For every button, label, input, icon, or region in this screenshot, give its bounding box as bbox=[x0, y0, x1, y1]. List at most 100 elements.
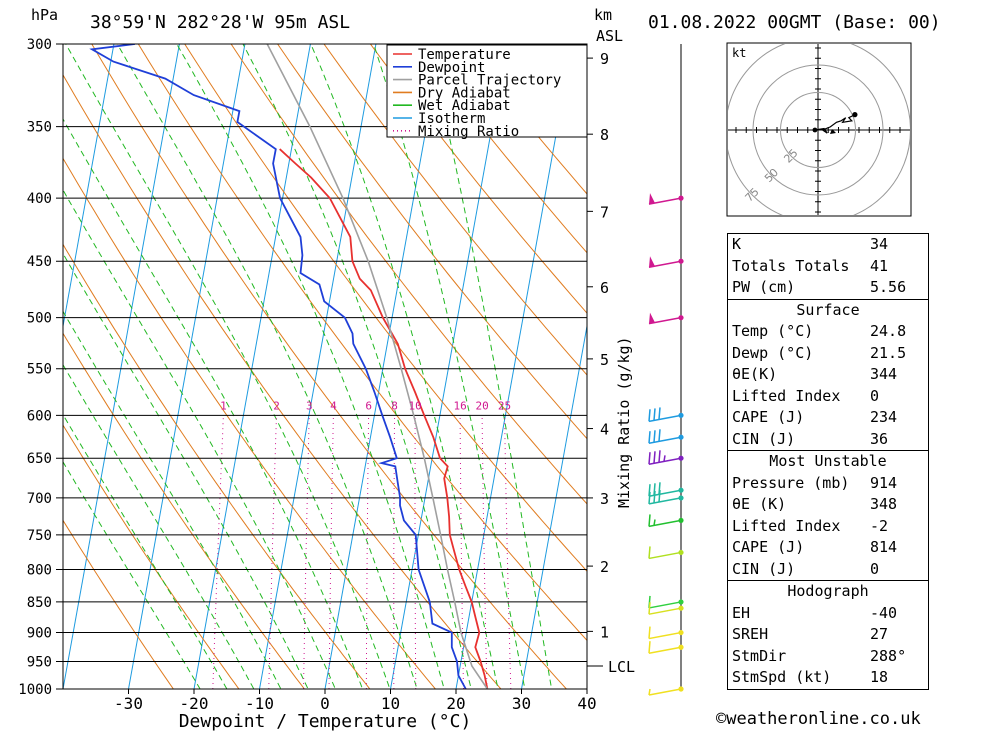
pressure-tick-label: 300 bbox=[27, 37, 52, 53]
x-tick-label: -20 bbox=[180, 694, 209, 713]
km-tick-label: 2 bbox=[600, 558, 609, 576]
hodograph-stat-row-value: 288° bbox=[870, 646, 907, 665]
pressure-tick-label: 600 bbox=[27, 408, 52, 424]
wind-barb-pennant bbox=[649, 193, 655, 205]
pressure-tick-label: 350 bbox=[27, 120, 52, 136]
mixing-ratio-label: 2 bbox=[273, 400, 280, 413]
pressure-tick-label: 400 bbox=[27, 191, 52, 207]
x-tick-label: 10 bbox=[381, 694, 400, 713]
pressure-tick-label: 1000 bbox=[18, 682, 52, 698]
wind-barb-pennant bbox=[649, 312, 655, 324]
wind-barb-half-feather bbox=[653, 519, 656, 526]
pressure-tick-label: 800 bbox=[27, 562, 52, 578]
wind-barb bbox=[648, 489, 684, 505]
hodograph-ring bbox=[752, 64, 884, 196]
isotherm-line bbox=[128, 44, 246, 689]
wind-barb-feather bbox=[648, 546, 651, 559]
wet-adiabat-line bbox=[427, 44, 553, 689]
surface-row: Lifted Index 0 bbox=[728, 386, 928, 408]
mixing-ratio-label: 25 bbox=[498, 400, 511, 413]
most-unstable-row-value: 348 bbox=[870, 495, 898, 513]
most-unstable-row-label: Pressure (mb) bbox=[732, 473, 850, 492]
wet-adiabat-line bbox=[373, 44, 526, 689]
temperature-profile-line bbox=[279, 148, 489, 689]
lcl-label: LCL bbox=[608, 658, 635, 676]
km-tick-label: 8 bbox=[600, 126, 609, 144]
surface-row-label: CAPE (J) bbox=[732, 408, 805, 426]
mixing-ratio-label: 10 bbox=[409, 400, 422, 413]
wind-barb-feather bbox=[658, 429, 661, 442]
dry-adiabat-line bbox=[323, 44, 587, 376]
wind-barb-half-feather bbox=[663, 455, 666, 462]
surface-row-label: CIN (J) bbox=[732, 429, 796, 448]
hodograph-stat-row-label: StmSpd (kt) bbox=[732, 668, 832, 686]
most-unstable-title: Most Unstable bbox=[769, 452, 887, 470]
wind-barb bbox=[648, 514, 684, 528]
km-tick-label: 7 bbox=[600, 203, 609, 221]
asl-unit-label: ASL bbox=[596, 27, 623, 45]
hodograph-ring bbox=[780, 92, 856, 168]
wet-adiabat-line bbox=[63, 363, 255, 689]
most-unstable-row-value: 0 bbox=[870, 559, 880, 578]
x-tick-label: 0 bbox=[320, 694, 330, 713]
wind-barb-feather bbox=[648, 641, 651, 654]
hodograph-stat-row: EH -40 bbox=[728, 603, 928, 625]
wet-adiabat-line bbox=[63, 310, 282, 689]
pressure-tick-label: 750 bbox=[27, 528, 52, 544]
mixing-ratio-line bbox=[504, 415, 512, 689]
mixing-ratio-line bbox=[393, 415, 396, 689]
km-tick-label: 6 bbox=[600, 279, 609, 297]
mixing-ratio-line bbox=[212, 415, 224, 689]
wind-barb-pennant bbox=[649, 256, 655, 268]
surface-row-label: Dewp (°C) bbox=[732, 343, 814, 362]
most-unstable-row-value: 914 bbox=[870, 473, 898, 492]
pressure-tick-label: 850 bbox=[27, 595, 52, 611]
wind-barb-feather bbox=[658, 407, 661, 420]
surface-row-value: 344 bbox=[870, 365, 898, 383]
isotherm-line bbox=[63, 44, 180, 689]
wind-barb-staff bbox=[648, 607, 682, 615]
storm-motion-marker bbox=[830, 129, 836, 134]
axes-labels: 3003504004505005506006507007508008509009… bbox=[18, 37, 635, 713]
dry-adiabat-line bbox=[91, 44, 567, 689]
surface-row: CIN (J) 36 bbox=[728, 429, 928, 451]
km-tick-label: 4 bbox=[600, 421, 609, 439]
hodograph-start-dot bbox=[812, 127, 818, 133]
dry-adiabat-line bbox=[184, 44, 587, 572]
mixing-ratio-label: 20 bbox=[475, 400, 488, 413]
pressure-tick-label: 500 bbox=[27, 311, 52, 327]
dry-adiabat-line bbox=[63, 424, 240, 689]
surface-title: Surface bbox=[796, 300, 860, 319]
pressure-tick-label: 700 bbox=[27, 491, 52, 507]
wet-adiabat-line bbox=[63, 118, 364, 689]
wind-barb-feather bbox=[648, 514, 651, 527]
dry-adiabat-line bbox=[369, 44, 587, 314]
legend-box bbox=[386, 44, 588, 138]
surface-row-label: θE(K) bbox=[732, 365, 778, 383]
hodograph-stat-row: StmDir 288° bbox=[728, 646, 928, 668]
wet-adiabat-line bbox=[116, 44, 418, 689]
hodograph-stat-row-label: StmDir bbox=[732, 646, 787, 665]
wind-barb bbox=[648, 641, 684, 654]
legend-label: Isotherm bbox=[418, 111, 485, 127]
wind-barb-feather bbox=[658, 489, 661, 503]
datetime-title: 01.08.2022 00GMT (Base: 00) bbox=[648, 12, 941, 33]
km-tick-label: 5 bbox=[600, 351, 609, 369]
pressure-tick-label: 950 bbox=[27, 655, 52, 671]
x-tick-label: 40 bbox=[577, 694, 596, 713]
wind-barb-feather bbox=[648, 452, 651, 465]
dry-adiabat-line bbox=[63, 157, 436, 689]
location-title: 38°59'N 282°28'W 95m ASL bbox=[90, 12, 350, 33]
mixing-ratio-line bbox=[481, 415, 488, 689]
mixing-ratio-labels: 1 2 3 4 6 8 10 16 20 25 bbox=[220, 400, 511, 413]
wind-barb-feather bbox=[653, 408, 656, 421]
hodograph-end-dot bbox=[852, 112, 858, 118]
wind-barb-feather bbox=[648, 491, 651, 504]
most-unstable-row: CIN (J) 0 bbox=[728, 559, 928, 581]
mixing-ratio-label: 3 bbox=[306, 400, 313, 413]
copyright-footer: ©weatheronline.co.uk bbox=[716, 709, 921, 729]
surface-row-value: 234 bbox=[870, 408, 898, 426]
wind-barb bbox=[648, 450, 684, 465]
surface-row-value: 21.5 bbox=[870, 343, 907, 362]
x-tick-label: -10 bbox=[245, 694, 274, 713]
